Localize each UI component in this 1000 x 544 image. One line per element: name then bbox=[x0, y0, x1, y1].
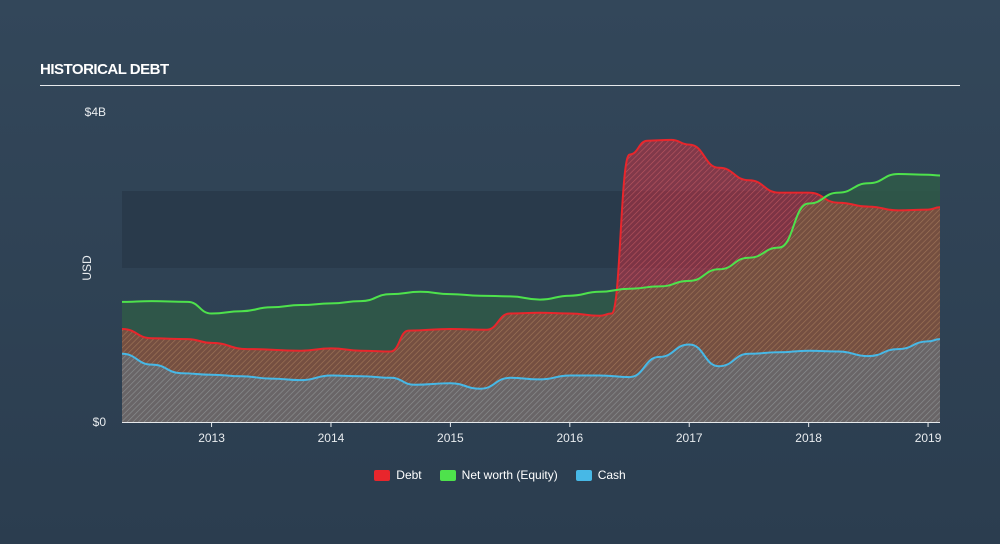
x-tick-label: 2018 bbox=[795, 431, 822, 445]
y-tick-label: $0 bbox=[93, 415, 107, 429]
y-axis-label: USD bbox=[80, 255, 94, 281]
x-tick-label: 2019 bbox=[915, 431, 942, 445]
title-divider bbox=[40, 85, 960, 86]
x-tick-label: 2015 bbox=[437, 431, 464, 445]
legend-item[interactable]: Net worth (Equity) bbox=[439, 468, 558, 482]
legend-swatch bbox=[575, 469, 592, 481]
x-tick-label: 2014 bbox=[318, 431, 345, 445]
legend-label: Debt bbox=[396, 468, 422, 482]
legend-swatch bbox=[374, 469, 391, 481]
x-tick-label: 2016 bbox=[556, 431, 583, 445]
legend-item[interactable]: Debt bbox=[374, 468, 422, 482]
cash-line bbox=[121, 338, 941, 390]
debt-line bbox=[121, 138, 941, 353]
legend: Debt Net worth (Equity) Cash bbox=[0, 468, 1000, 482]
legend-item[interactable]: Cash bbox=[575, 468, 626, 482]
legend-label: Net worth (Equity) bbox=[461, 468, 558, 482]
chart-title: HISTORICAL DEBT bbox=[40, 61, 169, 78]
x-tick-label: 2013 bbox=[198, 431, 225, 445]
legend-swatch bbox=[439, 469, 456, 481]
legend-label: Cash bbox=[597, 468, 626, 482]
plot-lines bbox=[121, 138, 941, 390]
y-tick-label: $4B bbox=[85, 105, 106, 119]
y-axis: $0 $4B bbox=[85, 105, 107, 429]
net-worth-equity-line bbox=[121, 172, 941, 315]
x-tick-label: 2017 bbox=[676, 431, 703, 445]
x-axis: 2013 2014 2015 2016 2017 2018 2019 bbox=[198, 422, 942, 445]
